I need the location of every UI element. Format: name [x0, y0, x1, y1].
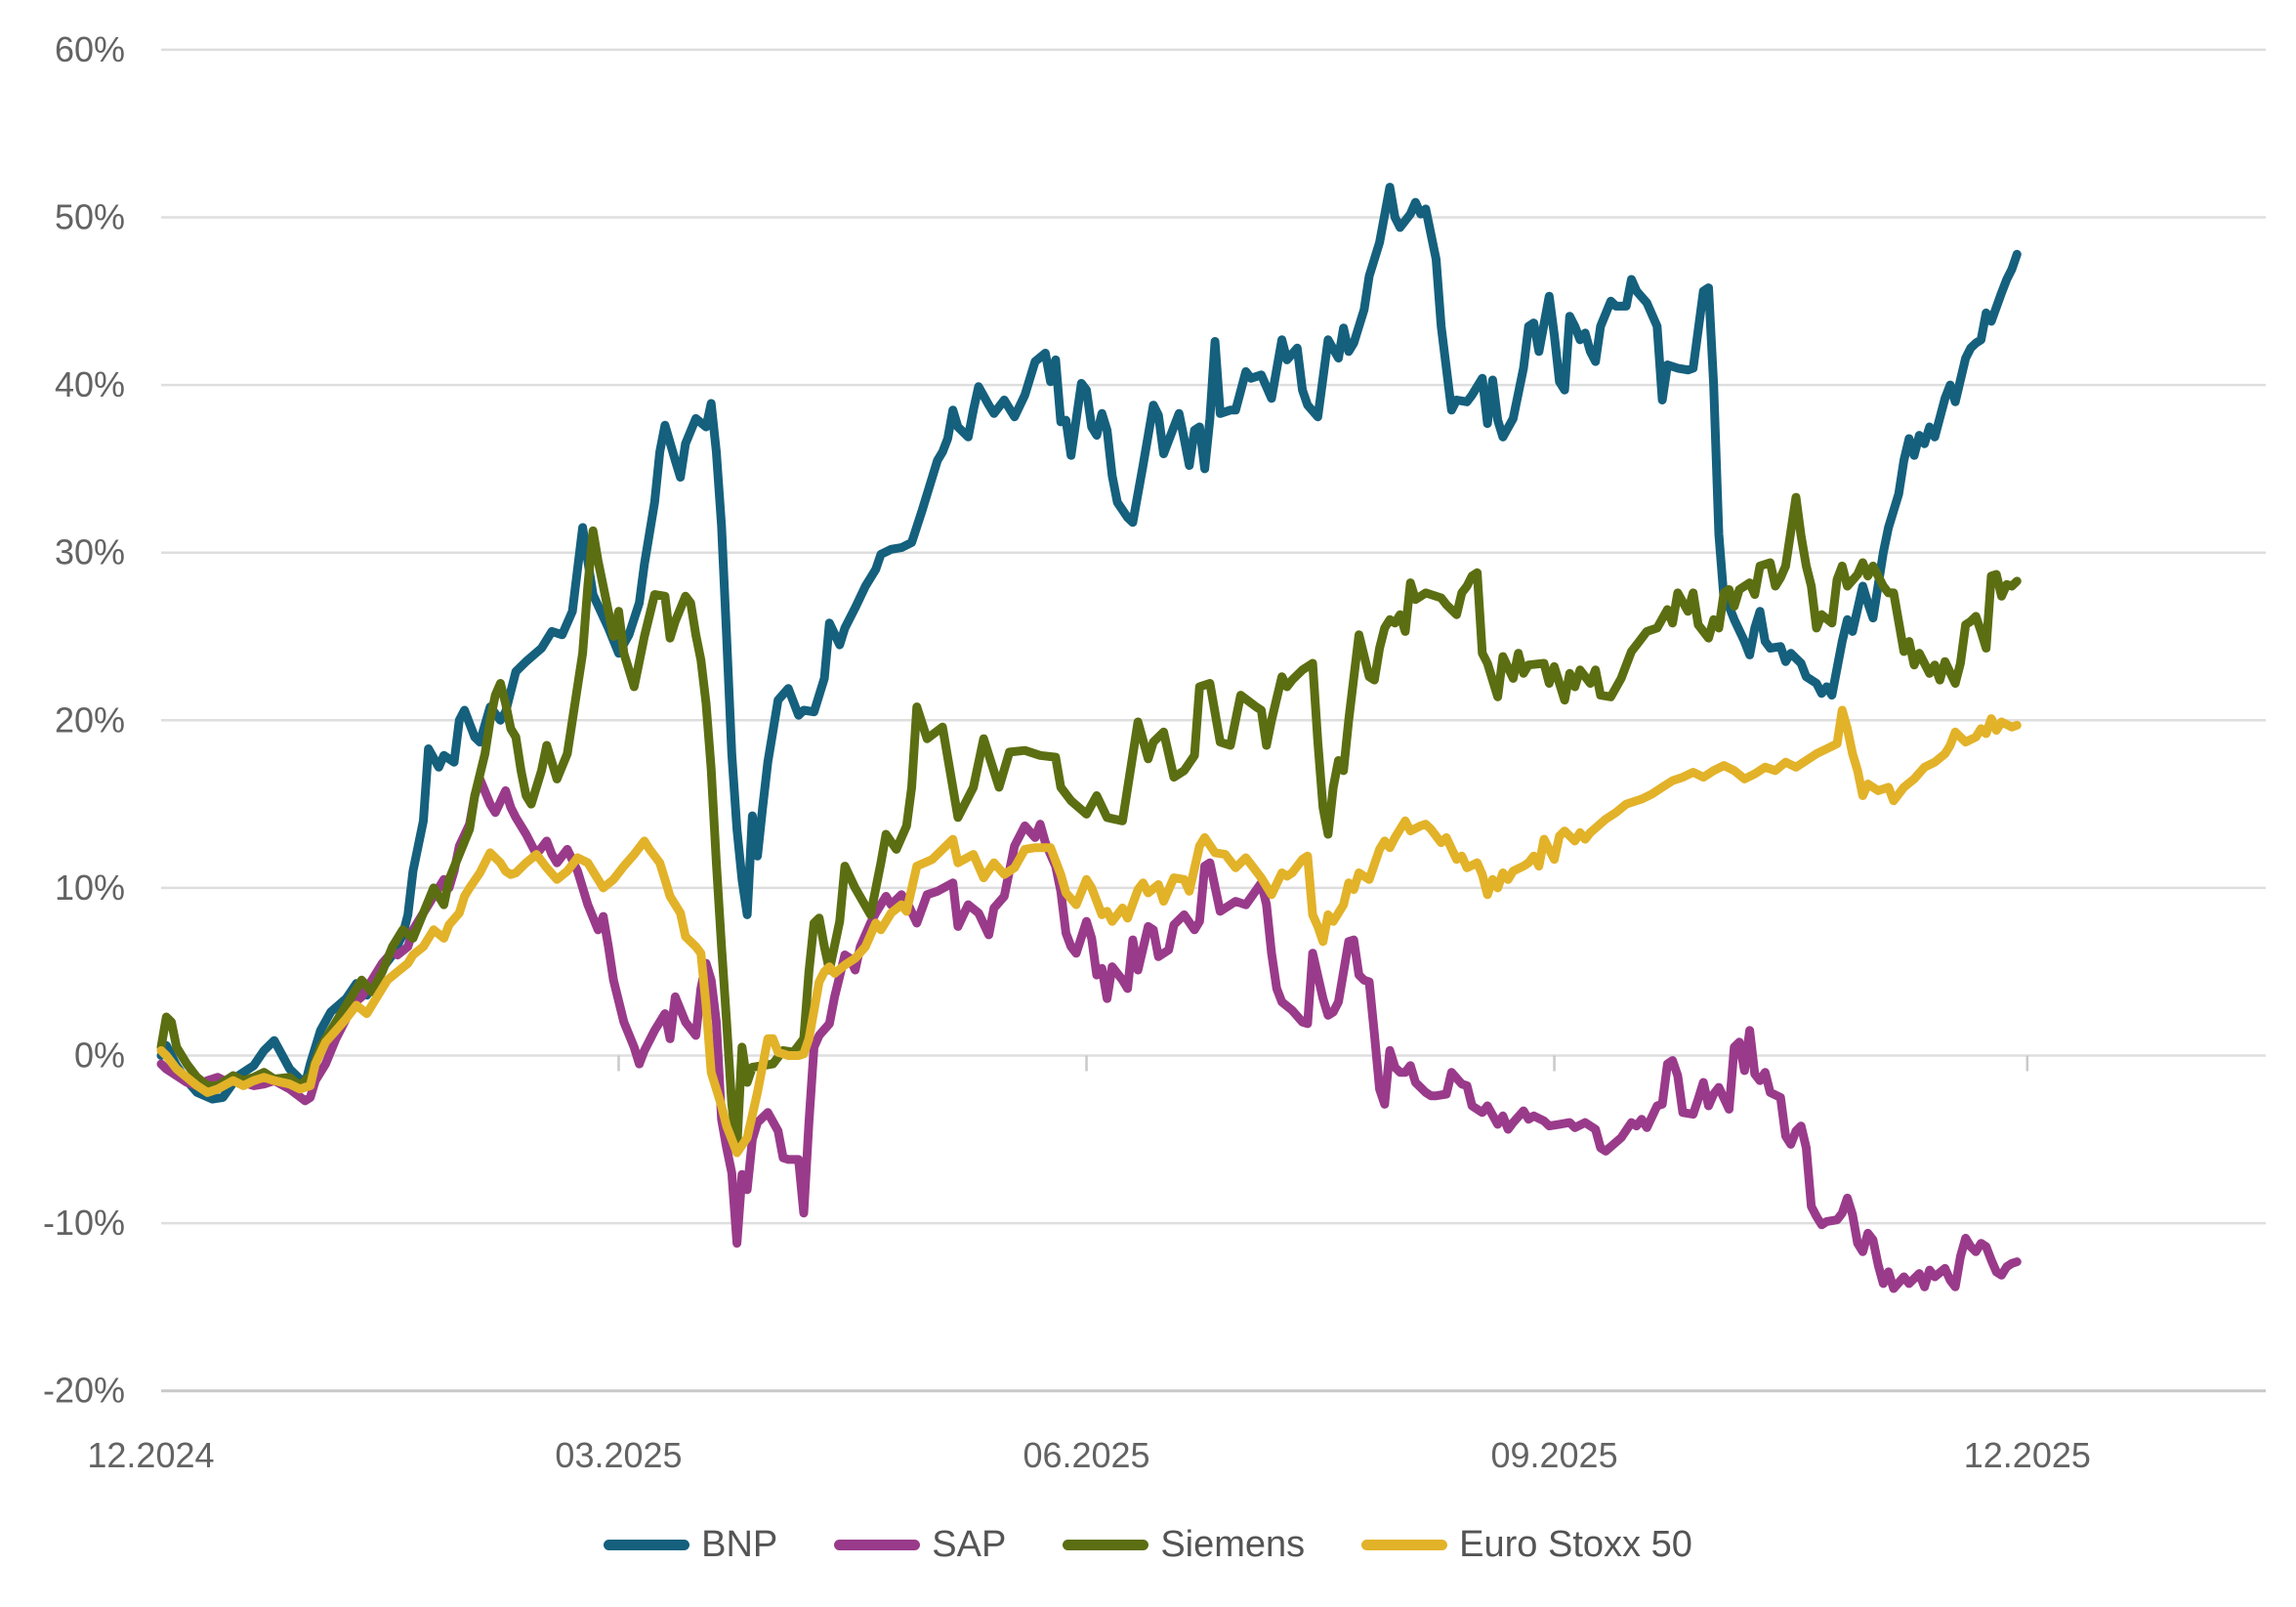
y-axis-tick-label: -10%	[43, 1203, 125, 1243]
y-axis-tick-label: 20%	[55, 699, 125, 740]
legend-swatch-icon	[834, 1539, 921, 1550]
x-axis-tick-label: 03.2025	[555, 1435, 682, 1475]
series-line-bnp	[156, 183, 2022, 1104]
legend-swatch-icon	[1063, 1539, 1149, 1550]
series-line-sap	[156, 774, 2022, 1293]
y-axis-tick-label: 60%	[55, 29, 125, 69]
series-line-siemens	[156, 492, 2022, 1153]
x-axis-tick-label: 09.2025	[1490, 1435, 1617, 1475]
x-axis-tick-label: 12.2024	[87, 1435, 214, 1475]
legend-item-sap[interactable]: SAP	[834, 1526, 1006, 1563]
y-axis-tick-label: 50%	[55, 197, 125, 237]
y-axis-tick-label: 40%	[55, 364, 125, 404]
y-axis-tick-label: 10%	[55, 867, 125, 908]
legend-swatch-icon	[1361, 1539, 1448, 1550]
legend-item-label: Siemens	[1160, 1524, 1306, 1565]
legend-swatch-icon	[604, 1539, 690, 1550]
chart-legend: BNP SAP Siemens Euro Stoxx 50	[0, 1526, 2296, 1563]
legend-item-siemens[interactable]: Siemens	[1063, 1526, 1305, 1563]
legend-item-euro-stoxx-50[interactable]: Euro Stoxx 50	[1361, 1526, 1692, 1563]
y-axis-tick-label: 30%	[55, 532, 125, 572]
x-axis-tick-label: 12.2025	[1964, 1435, 2091, 1475]
y-axis-tick-label: -20%	[43, 1371, 125, 1411]
y-axis-tick-label: 0%	[74, 1036, 125, 1076]
series-line-euro-stoxx-50	[156, 705, 2022, 1158]
x-axis-tick-label: 06.2025	[1023, 1435, 1149, 1475]
legend-item-label: Euro Stoxx 50	[1459, 1524, 1692, 1565]
legend-item-label: BNP	[701, 1524, 778, 1565]
legend-item-label: SAP	[932, 1524, 1007, 1565]
legend-item-bnp[interactable]: BNP	[604, 1526, 777, 1563]
